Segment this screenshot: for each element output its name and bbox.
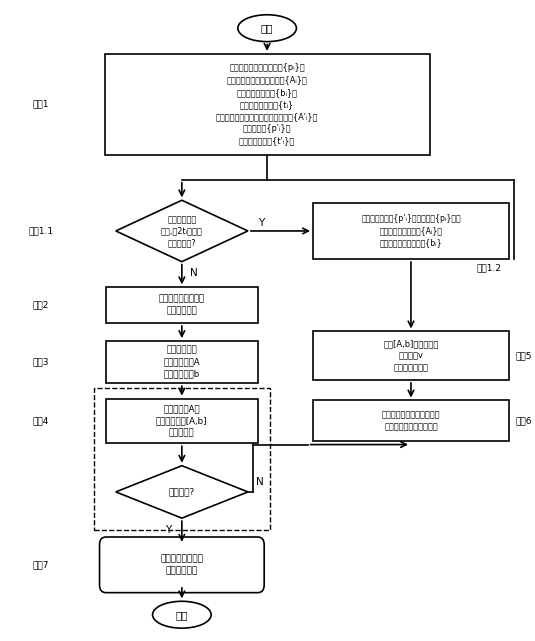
Text: 将该被测测点集{p'ᵢ}加入测点集{pᵢ}中，
并扩充特征行向量集{Aᵢ}，
扩充和更新边界元素集{bᵢ}: 将该被测测点集{p'ᵢ}加入测点集{pᵢ}中， 并扩充特征行向量集{Aᵢ}， 扩…: [361, 214, 461, 247]
Text: Y: Y: [258, 219, 264, 228]
Text: 步陹1.1: 步陹1.1: [28, 226, 53, 235]
Text: 未加入被测段
测点,且2tᵢ满足最
大实体要求?: 未加入被测段 测点,且2tᵢ满足最 大实体要求?: [161, 215, 203, 247]
FancyBboxPatch shape: [313, 331, 509, 380]
FancyBboxPatch shape: [313, 401, 509, 442]
Text: 根据[A,b]计算测点的
导优方向v
（四参数形式）: 根据[A,b]计算测点的 导优方向v （四参数形式）: [383, 339, 439, 372]
Ellipse shape: [238, 15, 296, 42]
Text: 停止导优?: 停止导优?: [169, 487, 195, 496]
Text: 根据关键点集
建立分析矩阵A
和分析列向量b: 根据关键点集 建立分析矩阵A 和分析列向量b: [164, 345, 200, 379]
Text: 步陹1.2: 步陹1.2: [476, 263, 501, 272]
Text: 步陹4: 步陹4: [33, 417, 49, 426]
Polygon shape: [116, 200, 248, 262]
Text: 以迭及问题求新的关键点，
更新被测圆柱测点的状态: 以迭及问题求新的关键点， 更新被测圆柱测点的状态: [381, 410, 440, 431]
Text: N: N: [256, 478, 264, 487]
Text: 计算零件几何误差
并判断合格性: 计算零件几何误差 并判断合格性: [160, 554, 203, 576]
Text: Y: Y: [165, 524, 172, 535]
Text: 加入一个新的关键点
列关键点集中: 加入一个新的关键点 列关键点集中: [159, 295, 205, 316]
Text: 对分析矩阵A及
增广分析矩阵[A,b]
进行秩分析: 对分析矩阵A及 增广分析矩阵[A,b] 进行秩分析: [156, 404, 208, 438]
Ellipse shape: [152, 601, 211, 628]
Text: 用基准段测点构造测点集{pᵢ}，
并建立一部分特征行向量集{Aᵢ}、
一部分边界元素集{bᵢ}、
一部分状态元素集{tᵢ}
用被测段测点构造被测特征行向量集{A: 用基准段测点构造测点集{pᵢ}， 并建立一部分特征行向量集{Aᵢ}、 一部分边界…: [216, 63, 318, 146]
Text: 结束: 结束: [175, 610, 188, 620]
Text: 步陹5: 步陹5: [516, 351, 532, 360]
Polygon shape: [116, 466, 248, 518]
FancyBboxPatch shape: [100, 537, 264, 593]
Text: 步陹3: 步陹3: [33, 358, 49, 367]
FancyBboxPatch shape: [106, 341, 258, 383]
Text: 开始: 开始: [261, 23, 273, 33]
Text: 步陹2: 步陹2: [33, 301, 49, 310]
FancyBboxPatch shape: [105, 54, 430, 155]
Text: 步陹6: 步陹6: [516, 417, 532, 426]
FancyBboxPatch shape: [106, 399, 258, 444]
Text: 步陹7: 步陹7: [33, 560, 49, 569]
Text: N: N: [190, 268, 197, 278]
FancyBboxPatch shape: [313, 203, 509, 259]
FancyBboxPatch shape: [106, 287, 258, 323]
Text: 步陹1: 步陹1: [33, 100, 49, 109]
